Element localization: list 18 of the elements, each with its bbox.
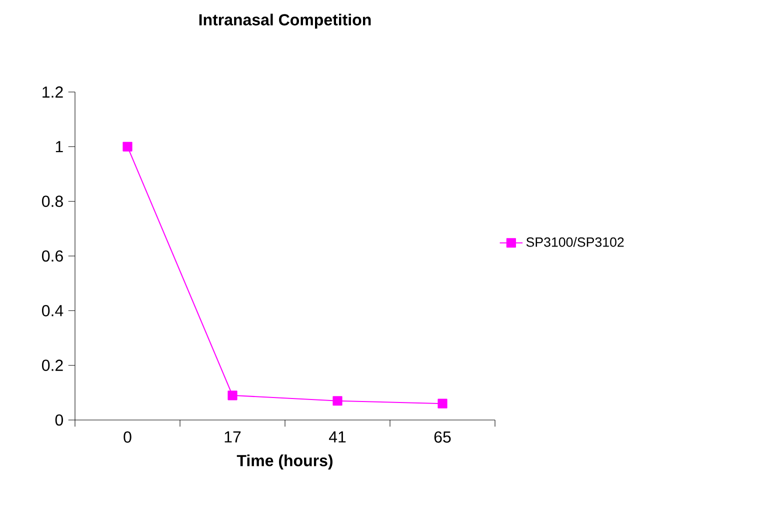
point <box>228 390 238 400</box>
y-tick-label: 0.4 <box>42 305 64 316</box>
legend-label: SP3100/SP3102 <box>526 237 624 247</box>
point <box>122 142 132 152</box>
y-tick-label: 0 <box>55 414 64 426</box>
y-tick-label: 0.2 <box>42 360 63 371</box>
x-tick-label: 65 <box>434 431 451 443</box>
y-tick-label: 0.8 <box>42 196 63 207</box>
x-tick-label: 41 <box>328 431 346 442</box>
y-tick-label: 0.6 <box>42 250 63 262</box>
chart-title: Intranasal Competition <box>199 14 371 29</box>
x-tick-label: 0 <box>124 431 132 443</box>
x-axis-title: Time (hours) <box>236 454 332 470</box>
y-tick-label: 1 <box>56 141 63 152</box>
y-tick-label: 1.2 <box>42 86 63 98</box>
x-tick-label: 17 <box>224 431 241 442</box>
point <box>332 396 342 406</box>
point <box>438 398 448 408</box>
